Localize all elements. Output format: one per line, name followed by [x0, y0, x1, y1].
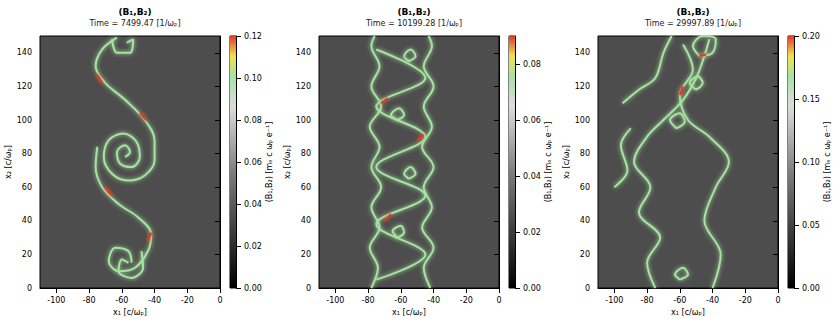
svg-text:100: 100: [575, 116, 590, 125]
svg-text:Time = 10199.28 [1/ωₚ]: Time = 10199.28 [1/ωₚ]: [365, 19, 462, 28]
svg-text:0: 0: [27, 284, 32, 293]
svg-text:120: 120: [575, 82, 590, 91]
svg-text:0: 0: [585, 284, 590, 293]
svg-text:40: 40: [580, 216, 590, 225]
svg-text:80: 80: [22, 149, 32, 158]
svg-text:0.00: 0.00: [802, 284, 820, 293]
svg-text:0.06: 0.06: [523, 116, 541, 125]
svg-text:0.02: 0.02: [244, 242, 262, 251]
svg-text:x₂ [c/ωₚ]: x₂ [c/ωₚ]: [4, 145, 13, 179]
svg-text:20: 20: [22, 250, 32, 259]
svg-text:x₁ [c/ωₚ]: x₁ [c/ωₚ]: [113, 308, 147, 317]
svg-text:-100: -100: [605, 296, 623, 305]
svg-text:80: 80: [301, 149, 311, 158]
svg-text:0: 0: [775, 296, 780, 305]
svg-text:-60: -60: [115, 296, 128, 305]
svg-text:120: 120: [17, 82, 32, 91]
svg-text:-80: -80: [83, 296, 96, 305]
svg-text:x₁ [c/ωₚ]: x₁ [c/ωₚ]: [392, 308, 426, 317]
svg-text:x₂ [c/ωₚ]: x₂ [c/ωₚ]: [283, 145, 292, 179]
svg-text:0.12: 0.12: [244, 32, 262, 41]
svg-text:0: 0: [306, 284, 311, 293]
svg-text:-20: -20: [460, 296, 473, 305]
svg-text:140: 140: [575, 48, 590, 57]
svg-text:Time = 29997.89 [1/ωₚ]: Time = 29997.89 [1/ωₚ]: [644, 19, 741, 28]
svg-text:0.05: 0.05: [802, 221, 820, 230]
svg-text:0.20: 0.20: [802, 32, 820, 41]
svg-text:80: 80: [580, 149, 590, 158]
svg-text:140: 140: [17, 48, 32, 57]
svg-text:(B₁,B₂) [mₑ c ωₚ e⁻¹]: (B₁,B₂) [mₑ c ωₚ e⁻¹]: [265, 122, 274, 203]
svg-text:0.02: 0.02: [523, 228, 541, 237]
svg-text:120: 120: [296, 82, 311, 91]
svg-text:60: 60: [301, 183, 311, 192]
svg-text:-60: -60: [673, 296, 686, 305]
svg-text:60: 60: [580, 183, 590, 192]
svg-text:60: 60: [22, 183, 32, 192]
svg-text:(B₁,B₂): (B₁,B₂): [397, 7, 430, 17]
svg-text:(B₁,B₂) [mₑ c ωₚ e⁻¹]: (B₁,B₂) [mₑ c ωₚ e⁻¹]: [823, 122, 832, 203]
svg-text:40: 40: [301, 216, 311, 225]
svg-text:-40: -40: [427, 296, 440, 305]
svg-text:140: 140: [296, 48, 311, 57]
svg-text:-100: -100: [326, 296, 344, 305]
svg-text:0: 0: [217, 296, 222, 305]
svg-text:-40: -40: [706, 296, 719, 305]
svg-text:100: 100: [17, 116, 32, 125]
svg-text:20: 20: [301, 250, 311, 259]
svg-text:0.08: 0.08: [523, 60, 541, 69]
svg-text:x₂ [c/ωₚ]: x₂ [c/ωₚ]: [562, 145, 571, 179]
svg-text:(B₁,B₂): (B₁,B₂): [118, 7, 151, 17]
svg-text:-80: -80: [362, 296, 375, 305]
svg-text:0: 0: [496, 296, 501, 305]
svg-text:0.08: 0.08: [244, 116, 262, 125]
svg-text:0.15: 0.15: [802, 95, 820, 104]
svg-text:0.04: 0.04: [523, 172, 541, 181]
svg-text:-60: -60: [394, 296, 407, 305]
svg-text:0.00: 0.00: [523, 284, 541, 293]
svg-text:(B₁,B₂) [mₑ c ωₚ e⁻¹]: (B₁,B₂) [mₑ c ωₚ e⁻¹]: [544, 122, 553, 203]
svg-text:0.06: 0.06: [244, 158, 262, 167]
svg-text:-20: -20: [739, 296, 752, 305]
svg-text:100: 100: [296, 116, 311, 125]
svg-text:0.10: 0.10: [802, 158, 820, 167]
svg-text:20: 20: [580, 250, 590, 259]
svg-text:-100: -100: [47, 296, 65, 305]
svg-text:x₁ [c/ωₚ]: x₁ [c/ωₚ]: [671, 308, 705, 317]
svg-text:40: 40: [22, 216, 32, 225]
svg-text:-80: -80: [641, 296, 654, 305]
svg-text:-40: -40: [148, 296, 161, 305]
svg-text:-20: -20: [181, 296, 194, 305]
svg-text:0.00: 0.00: [244, 284, 262, 293]
svg-text:0.04: 0.04: [244, 200, 262, 209]
svg-text:(B₁,B₂): (B₁,B₂): [676, 7, 709, 17]
svg-text:Time = 7499.47 [1/ωₚ]: Time = 7499.47 [1/ωₚ]: [88, 19, 180, 28]
svg-text:0.10: 0.10: [244, 74, 262, 83]
